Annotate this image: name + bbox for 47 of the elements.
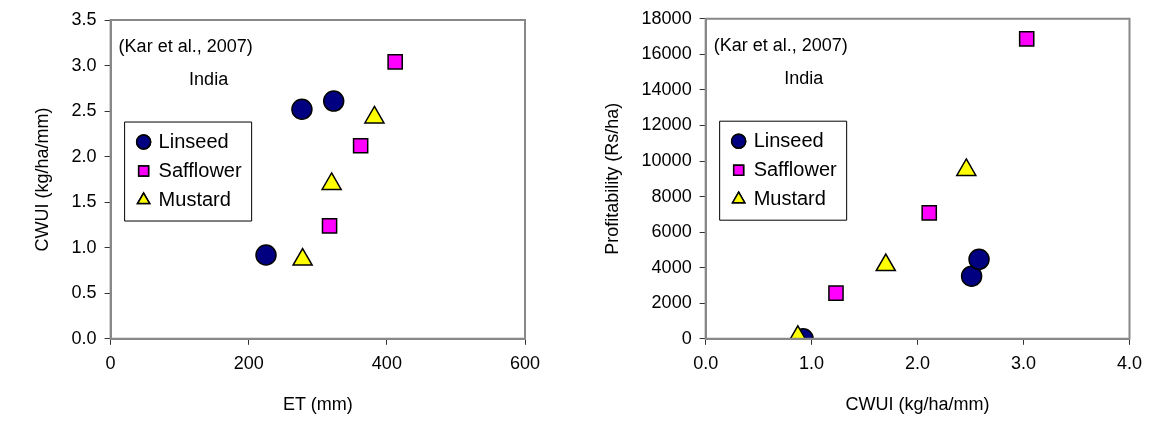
annotation: India [784,67,825,88]
y-tick-label: 3.5 [71,8,97,29]
x-tick-label: 3.0 [1011,352,1037,373]
x-tick-label: 0.0 [693,352,719,373]
y-tick-label: 2000 [651,292,692,313]
point [387,54,403,70]
y-tick-label: 2.5 [71,100,97,121]
point [322,90,345,112]
y-tick-label: 4000 [651,256,692,277]
y-tick-label: 16000 [641,43,692,64]
y-tick-label: 1.0 [71,236,97,257]
y-axis-title: Profitability (Rs/ha) [601,102,622,255]
point [255,244,277,266]
y-tick-label: 14000 [641,78,692,99]
x-tick-label: 600 [509,352,541,373]
x-tick-label: 200 [233,352,264,373]
x-tick-label: 1.0 [799,352,825,373]
legend-label: Safflower [753,157,837,180]
legend-label: Mustard [753,186,826,209]
y-tick-label: 18000 [641,7,692,28]
x-tick-label: 2.0 [905,352,931,373]
y-tick-label: 0 [681,327,692,348]
point [291,98,313,121]
y-tick-label: 12000 [641,114,692,135]
legend-label: Safflower [158,158,242,181]
y-tick-label: 6000 [651,221,692,242]
y-axis-title: CWUI (kg/ha/mm) [31,107,52,252]
y-tick-label: 3.0 [71,54,97,75]
point [352,137,369,154]
x-tick-label: 400 [371,352,402,373]
point [321,218,338,234]
annotation: (Kar et al., 2007) [713,34,848,55]
y-tick-label: 10000 [641,149,692,170]
y-tick-label: 2.0 [71,145,97,166]
x-tick-label: 4.0 [1116,352,1142,373]
legend-label: Linseed [753,128,824,151]
y-tick-label: 0.5 [71,282,97,303]
legend-label: Linseed [158,129,229,152]
y-tick-label: 1.5 [71,191,97,212]
y-tick-label: 0.0 [71,327,97,348]
annotation: India [189,68,230,89]
y-tick-label: 8000 [651,185,692,206]
x-axis-title: ET (mm) [282,394,353,415]
annotation: (Kar et al., 2007) [118,35,253,56]
x-axis-title: CWUI (kg/ha/mm) [845,394,990,415]
x-tick-label: 0 [105,352,116,373]
legend-label: Mustard [158,187,231,210]
